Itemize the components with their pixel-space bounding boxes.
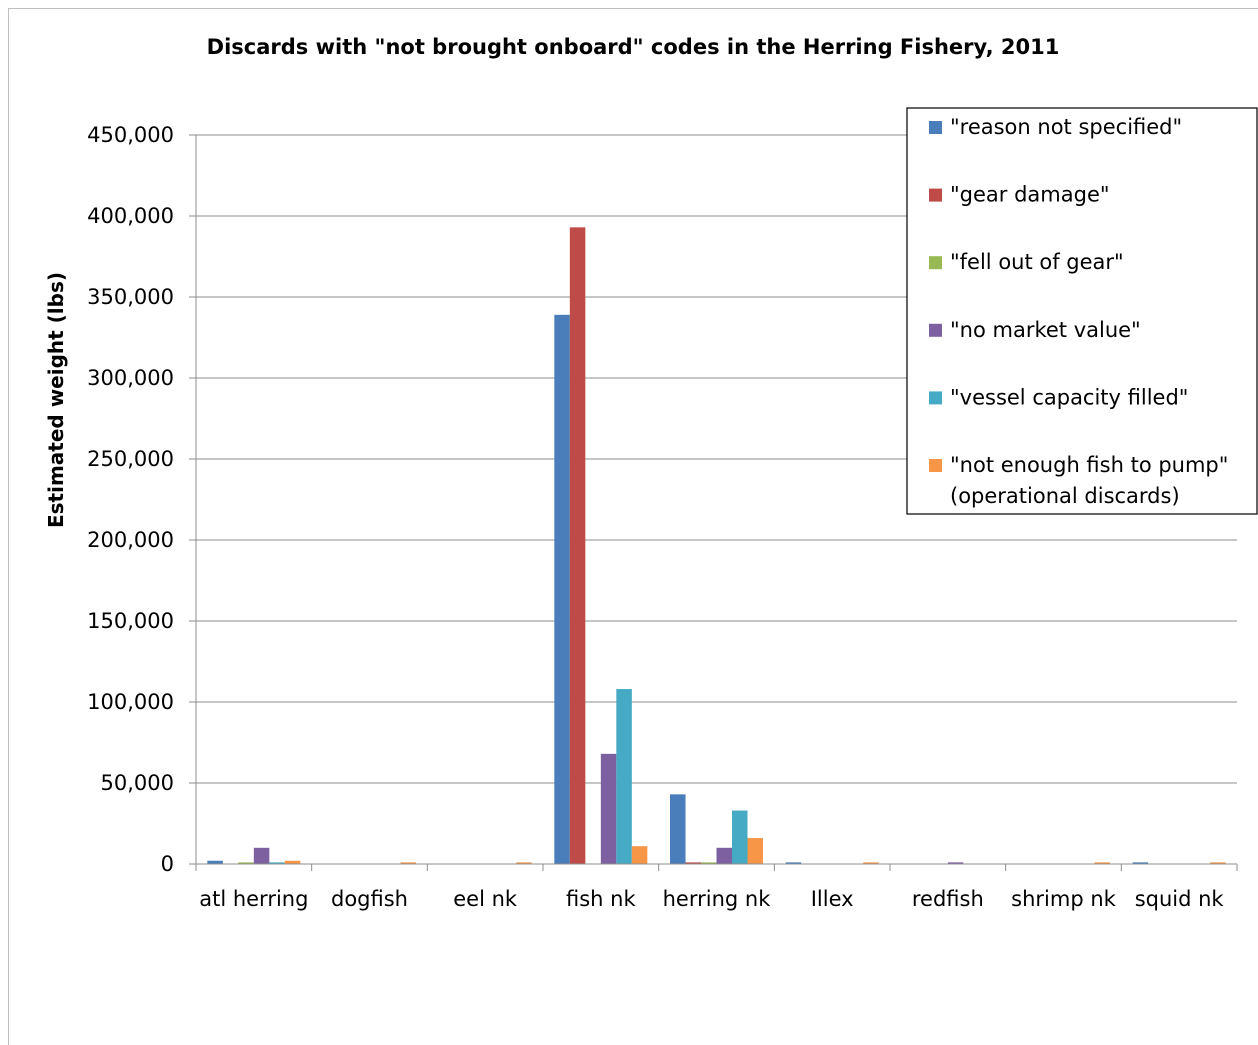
x-tick-label: fish nk: [566, 887, 636, 911]
bar: [785, 862, 802, 864]
legend-label-line2: (operational discards): [950, 484, 1180, 508]
y-tick-label: 150,000: [87, 609, 174, 633]
y-tick-label: 350,000: [87, 285, 174, 309]
legend: "reason not specified" "gear damage" "fell…: [906, 107, 1258, 515]
legend-label: "vessel capacity filled": [950, 385, 1188, 409]
bar: [600, 753, 617, 864]
bar: [1094, 862, 1110, 864]
legend-label: "no market value": [950, 318, 1141, 342]
bar: [238, 862, 254, 864]
bar: [747, 838, 763, 864]
chart-title: Discards with "not brought onboard" code…: [207, 35, 1060, 59]
bar: [207, 860, 223, 864]
y-tick-label: 400,000: [87, 204, 174, 228]
x-axis-ticks: atl herring dogfish eel nk fish nk herring n…: [199, 887, 1224, 911]
legend-swatch: [929, 256, 942, 270]
y-tick-label: 250,000: [87, 447, 174, 471]
x-tick-label: dogfish: [331, 887, 408, 911]
legend-box: [906, 107, 1258, 515]
bars: [207, 227, 1226, 865]
bar: [284, 860, 301, 864]
legend-swatch: [929, 121, 942, 134]
bar: [400, 862, 416, 864]
bar: [554, 314, 570, 864]
y-axis-label: Estimated weight (lbs): [44, 272, 68, 528]
bar: [253, 847, 270, 864]
x-tick-label: herring nk: [663, 887, 772, 911]
bar: [631, 846, 648, 864]
y-tick-label: 100,000: [87, 690, 174, 714]
legend-swatch: [929, 391, 942, 405]
x-tick-label: eel nk: [453, 887, 518, 911]
legend-label: "fell out of gear": [950, 250, 1124, 274]
bar: [685, 862, 701, 864]
bar: [716, 847, 732, 864]
bar: [947, 862, 964, 864]
y-tick-label: 450,000: [87, 123, 174, 147]
bar: [863, 862, 879, 864]
bar: [1132, 862, 1149, 864]
legend-label: "gear damage": [950, 183, 1110, 207]
x-tick-label: Illex: [811, 887, 854, 911]
x-tick-label: atl herring: [199, 887, 308, 911]
legend-swatch: [929, 188, 942, 202]
chart-frame: [8, 8, 1258, 1045]
bar: [1210, 862, 1226, 864]
bar: [269, 862, 285, 864]
x-tick-label: squid nk: [1135, 887, 1225, 911]
y-tick-label: 50,000: [101, 771, 174, 795]
legend-label: "reason not specified": [950, 115, 1182, 139]
bar: [516, 862, 532, 864]
bar: [732, 810, 748, 864]
y-tick-label: 0: [161, 852, 174, 876]
y-tick-label: 200,000: [87, 528, 174, 552]
y-tick-label: 300,000: [87, 366, 174, 390]
y-axis-ticks: 0 50,000 100,000 150,000 200,000 250,000 300,0…: [87, 123, 174, 876]
bar: [616, 689, 632, 864]
legend-swatch: [929, 323, 942, 337]
axes: [195, 135, 1238, 871]
bar: [569, 227, 586, 865]
legend-swatch: [929, 459, 942, 472]
x-tick-label: redfish: [912, 887, 984, 911]
bar: [670, 794, 686, 864]
legend-label: "not enough fish to pump": [950, 453, 1228, 477]
bar: [701, 862, 717, 864]
x-tick-label: shrimp nk: [1011, 887, 1116, 911]
